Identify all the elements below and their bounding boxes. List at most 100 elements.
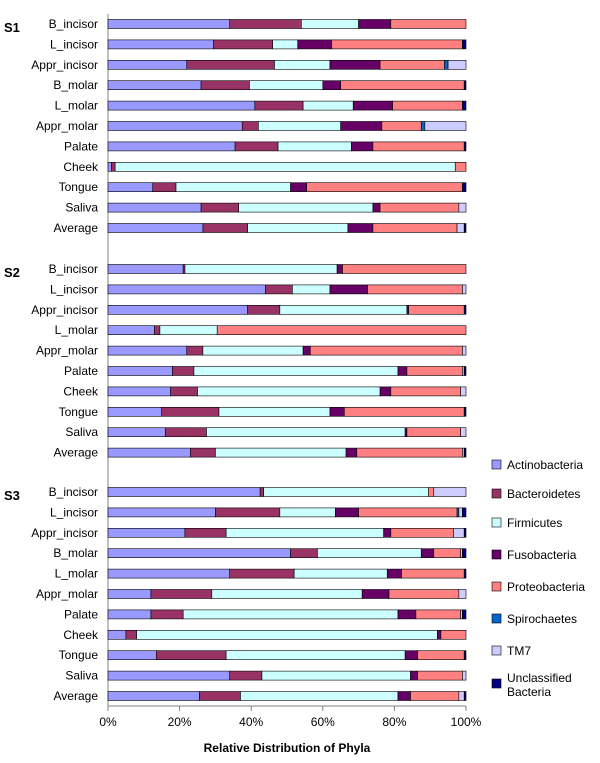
bar-segment-bacteroidetes (202, 223, 248, 233)
bar-segment-proteobacteria (454, 162, 467, 172)
bar-segment-firmicutes (263, 487, 429, 497)
bar-label: Appr_incisor (31, 303, 98, 317)
bar-segment-fusobacteria (358, 19, 392, 29)
bar-segment-firmicutes (272, 39, 299, 50)
bar-segment-bacteroidetes (198, 691, 241, 701)
bar-segment-firmicutes (211, 589, 363, 599)
bar-segment-fusobacteria (351, 141, 374, 152)
bar-label: Saliva (65, 201, 98, 215)
bar-segment-tm7 (460, 386, 467, 397)
bar-label: Cheek (63, 628, 99, 642)
bar-segment-fusobacteria (397, 366, 408, 376)
bar-segment-bacteroidetes (200, 80, 250, 90)
plot-area (107, 14, 467, 706)
bar-segment-fusobacteria (420, 548, 435, 559)
bar-segment-proteobacteria (390, 527, 454, 538)
bar-segment-bacteroidetes (241, 121, 259, 131)
bar-segment-actinobacteria (107, 427, 166, 438)
bar-segment-fusobacteria (322, 80, 341, 90)
bar-label: Saliva (65, 669, 98, 683)
bar-segment-actinobacteria (107, 141, 236, 152)
bar-segment-proteobacteria (440, 629, 467, 640)
bar-segment-firmicutes (215, 447, 347, 458)
bar-label: L_incisor (50, 282, 98, 296)
bar-segment-proteobacteria (433, 548, 461, 559)
bar-segment-proteobacteria (390, 386, 461, 397)
bar-segment-firmicutes (159, 325, 218, 336)
bar-segment-tm7 (458, 202, 467, 213)
bar-segment-firmicutes (249, 80, 324, 90)
bar-segment-bacteroidetes (154, 325, 161, 336)
bar-label: L_incisor (50, 37, 98, 51)
legend-label: Actinobacteria (507, 458, 583, 472)
legend-swatch (491, 459, 502, 470)
bar-segment-actinobacteria (107, 121, 243, 131)
bar-segment-proteobacteria (408, 304, 465, 315)
bar-segment-actinobacteria (107, 162, 112, 172)
bar-label: B_molar (53, 78, 98, 92)
bar-segment-fusobacteria (329, 59, 381, 70)
bar-segment-firmicutes (218, 406, 331, 417)
bar-segment-unclassified-bacteria (462, 100, 467, 111)
bar-segment-bacteroidetes (229, 670, 263, 681)
bar-segment-tm7 (460, 427, 467, 438)
legend-label: Proteobacteria (507, 580, 585, 594)
bar-label: Appr_molar (36, 587, 98, 601)
bar-segment-fusobacteria (379, 386, 392, 397)
bar-segment-bacteroidetes (234, 141, 279, 152)
legend-label: TM7 (507, 644, 531, 658)
bar-segment-proteobacteria (381, 121, 422, 131)
bar-label: Palate (64, 364, 98, 378)
bar-segment-unclassified-bacteria (462, 609, 467, 620)
bar-segment-actinobacteria (107, 609, 152, 620)
bar-segment-proteobacteria (372, 141, 465, 152)
bar-segment-proteobacteria (428, 487, 435, 497)
bar-segment-unclassified-bacteria (462, 182, 467, 192)
bar-segment-proteobacteria (306, 182, 463, 192)
bar-segment-unclassified-bacteria (463, 650, 467, 661)
bar-segment-actinobacteria (107, 386, 171, 397)
bar-segment-spirochaetes (444, 59, 449, 70)
bar-segment-proteobacteria (392, 100, 463, 111)
bar-segment-tm7 (462, 284, 467, 295)
bar-segment-actinobacteria (107, 406, 163, 417)
bar-segment-unclassified-bacteria (463, 223, 467, 233)
bar-segment-proteobacteria (343, 406, 465, 417)
bar-segment-proteobacteria (401, 568, 465, 579)
group-label: S2 (4, 265, 20, 280)
bar-segment-firmicutes (279, 304, 408, 315)
bar-label: B_molar (53, 546, 98, 560)
bar-segment-tm7 (453, 527, 465, 538)
legend-label: Unclassified Bacteria (507, 671, 572, 699)
bar-segment-proteobacteria (415, 609, 461, 620)
bar-segment-proteobacteria (390, 19, 467, 29)
bar-segment-fusobacteria (335, 507, 359, 518)
bar-segment-bacteroidetes (186, 59, 275, 70)
bar-segment-actinobacteria (107, 527, 186, 538)
bar-label: Appr_incisor (31, 58, 98, 72)
x-tick-label: 60% (311, 715, 335, 729)
bar-segment-firmicutes (302, 100, 354, 111)
bar-label: B_incisor (49, 17, 98, 31)
bar-segment-bacteroidetes (111, 162, 116, 172)
bar-segment-actinobacteria (107, 507, 216, 518)
bar-segment-actinobacteria (107, 284, 266, 295)
bar-label: Appr_incisor (31, 526, 98, 540)
bar-label: Average (54, 221, 99, 235)
bar-segment-bacteroidetes (259, 487, 265, 497)
bar-segment-firmicutes (136, 629, 438, 640)
bar-segment-fusobacteria (347, 223, 374, 233)
bar-segment-firmicutes (293, 568, 388, 579)
bar-segment-fusobacteria (329, 406, 345, 417)
bar-segment-actinobacteria (107, 670, 231, 681)
bar-segment-actinobacteria (107, 80, 202, 90)
bar-segment-fusobacteria (340, 121, 383, 131)
bar-segment-proteobacteria (356, 447, 463, 458)
bar-segment-firmicutes (301, 19, 359, 29)
bar-labels: B_incisor L_incisor Appr_incisor B_molar L_m… (31, 17, 99, 703)
bar-segment-firmicutes (206, 427, 406, 438)
bar-segment-firmicutes (225, 527, 384, 538)
bar-segment-proteobacteria (331, 39, 463, 50)
bar-label: B_incisor (49, 485, 98, 499)
